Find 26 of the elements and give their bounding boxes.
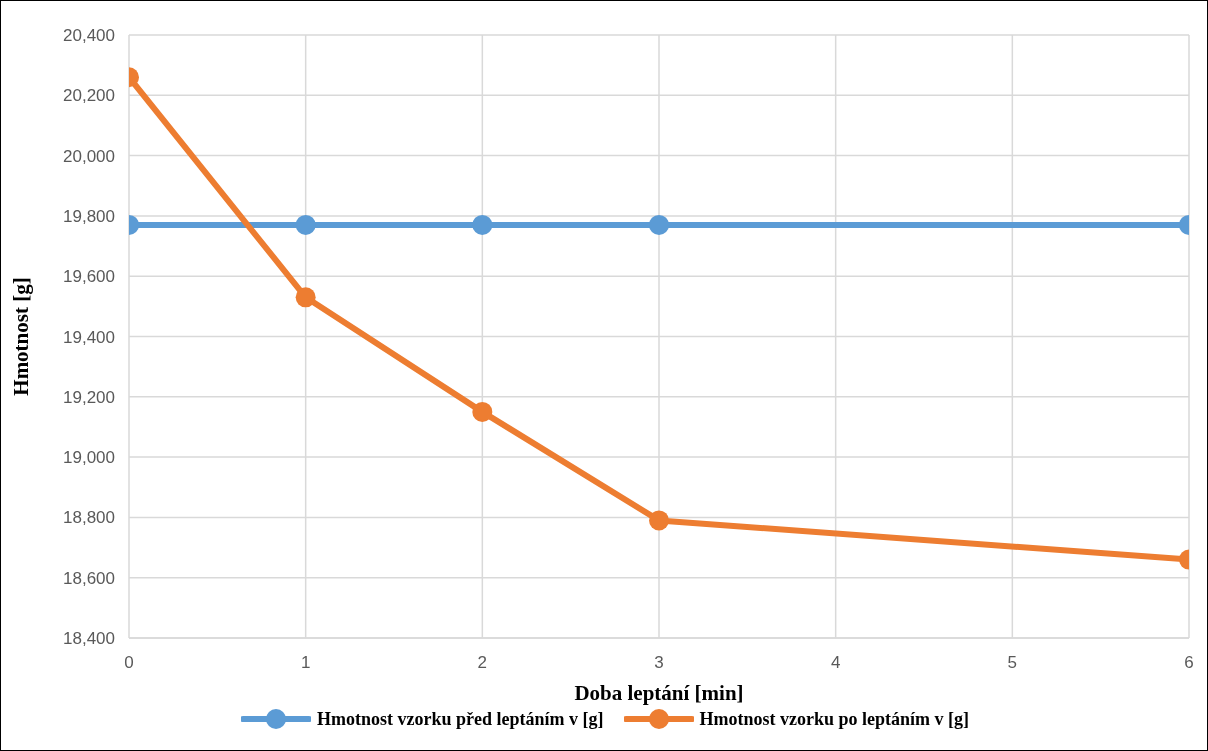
- x-tick-label: 4: [830, 653, 841, 673]
- y-tick-label: 18,800: [63, 508, 115, 528]
- point: [649, 214, 669, 235]
- y-tick-label: 18,400: [63, 629, 115, 649]
- y-tick-label: 19,000: [63, 448, 115, 468]
- y-axis-title: Hmotnost [g]: [9, 277, 34, 396]
- point: [649, 510, 669, 531]
- y-tick-label: 20,400: [63, 26, 115, 46]
- x-axis-title: Doba leptání [min]: [574, 681, 744, 705]
- x-tick-label: 3: [654, 653, 664, 673]
- x-tick-label: 6: [1184, 653, 1194, 673]
- x-tick-label: 0: [124, 653, 134, 673]
- legend-label: Hmotnost vzorku po leptáním v [g]: [699, 708, 969, 730]
- y-tick-label: 19,600: [63, 267, 115, 287]
- point: [472, 214, 493, 235]
- x-tick-label: 5: [1007, 653, 1018, 673]
- y-tick-label: 19,200: [63, 387, 115, 407]
- y-tick-label: 19,800: [63, 206, 115, 226]
- y-tick-label: 19,400: [63, 327, 115, 347]
- y-tick-label: 20,200: [63, 86, 115, 106]
- y-tick-label: 18,600: [63, 568, 115, 588]
- x-tick-label: 2: [477, 653, 488, 673]
- x-tick-label: 1: [300, 653, 311, 673]
- legend-label: Hmotnost vzorku před leptáním v [g]: [317, 708, 604, 730]
- point: [472, 401, 493, 422]
- y-tick-label: 20,000: [63, 146, 115, 166]
